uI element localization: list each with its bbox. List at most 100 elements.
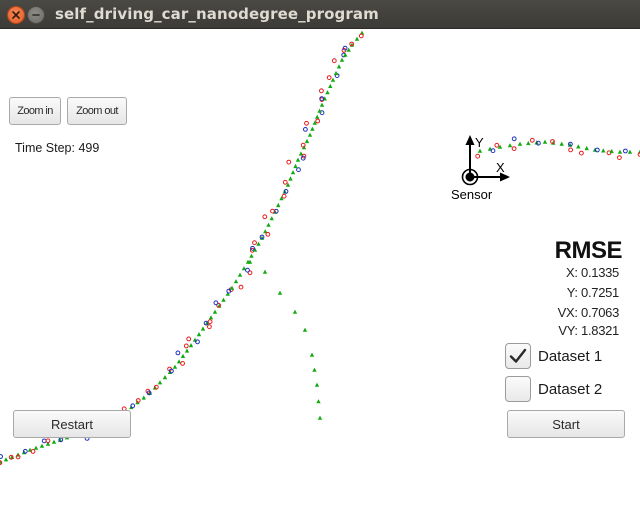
- dataset-1-label: Dataset 1: [538, 347, 603, 365]
- estimate-marker: [295, 157, 301, 162]
- time-step-readout: Time Step: 499: [15, 141, 100, 155]
- radar-measurement-marker: [146, 390, 152, 396]
- estimate-marker: [325, 90, 330, 95]
- estimate-marker: [162, 375, 168, 380]
- estimate-marker: [208, 315, 214, 320]
- sensor-ring-icon: [461, 168, 479, 186]
- estimate-marker: [576, 144, 581, 149]
- estimate-marker: [617, 149, 623, 154]
- simulation-canvas[interactable]: Y X Sensor: [0, 29, 640, 508]
- radar-measurement-marker: [226, 288, 232, 294]
- radar-measurement-marker: [203, 320, 209, 326]
- lidar-measurement-marker: [186, 336, 192, 342]
- radar-measurement-marker: [213, 300, 219, 306]
- rmse-vx-value: VX: 0.7063: [557, 305, 620, 320]
- estimate-marker: [292, 309, 298, 314]
- lidar-measurement-marker: [326, 75, 332, 80]
- estimate-marker: [333, 70, 339, 76]
- window-title: self_driving_car_nanodegree_program: [55, 5, 379, 23]
- radar-measurement-marker: [511, 136, 517, 142]
- window-titlebar: self_driving_car_nanodegree_program: [0, 0, 640, 29]
- estimate-marker: [302, 327, 308, 332]
- start-button[interactable]: Start: [507, 410, 625, 438]
- lidar-measurement-marker: [529, 137, 535, 143]
- estimate-marker: [269, 216, 274, 221]
- dataset-1-option[interactable]: Dataset 1: [505, 343, 602, 369]
- estimate-marker: [584, 145, 589, 151]
- estimate-marker: [45, 441, 51, 446]
- radar-measurement-marker: [0, 454, 3, 459]
- lidar-measurement-marker: [30, 449, 36, 454]
- dataset-2-option[interactable]: Dataset 2: [505, 376, 602, 402]
- estimate-marker: [282, 189, 287, 194]
- radar-measurement-marker: [342, 45, 348, 51]
- radar-measurement-marker: [536, 140, 541, 146]
- lidar-measurement-marker: [304, 120, 309, 126]
- estimate-marker: [293, 163, 298, 169]
- estimate-marker: [304, 138, 310, 144]
- dataset-1-checkbox[interactable]: [505, 343, 531, 369]
- lidar-measurement-marker: [349, 41, 355, 47]
- y-axis-arrow-icon: [465, 135, 475, 145]
- radar-measurement-marker: [175, 350, 181, 356]
- radar-measurement-marker: [245, 267, 250, 273]
- dataset-2-checkbox[interactable]: [505, 376, 531, 402]
- lidar-measurement-marker: [265, 231, 271, 237]
- estimate-marker: [328, 83, 333, 88]
- radar-measurement-marker: [490, 148, 496, 154]
- minimize-icon: [32, 14, 40, 16]
- lidar-measurement-marker: [319, 88, 324, 94]
- lidar-measurement-marker: [216, 302, 222, 308]
- lidar-measurement-marker: [247, 270, 253, 276]
- estimate-marker: [225, 291, 230, 296]
- estimate-marker: [172, 364, 178, 369]
- lidar-measurement-marker: [15, 454, 21, 460]
- radar-measurement-marker: [169, 368, 174, 374]
- lidar-measurement-marker: [282, 179, 288, 185]
- estimate-marker: [346, 47, 351, 52]
- lidar-measurement-marker: [494, 142, 500, 148]
- window-minimize-button[interactable]: [27, 6, 45, 24]
- estimate-marker: [249, 253, 254, 258]
- sensor-dot-icon: [465, 172, 475, 182]
- estimate-marker: [141, 395, 146, 400]
- radar-measurement-marker: [296, 167, 301, 173]
- estimate-marker: [317, 415, 323, 420]
- estimate-marker: [277, 290, 283, 295]
- estimate-marker: [317, 108, 322, 113]
- zoom-out-button[interactable]: Zoom out: [67, 97, 127, 125]
- estimate-marker: [200, 326, 206, 331]
- lidar-measurement-marker: [207, 319, 213, 325]
- radar-measurement-marker: [195, 339, 200, 345]
- radar-measurement-marker: [303, 126, 308, 132]
- lidar-measurement-marker: [579, 150, 584, 156]
- estimate-marker: [319, 102, 325, 107]
- estimate-marker: [497, 144, 503, 149]
- radar-measurement-marker: [259, 234, 265, 240]
- lidar-measurement-marker: [8, 454, 14, 460]
- estimate-marker: [212, 309, 218, 314]
- window-close-button[interactable]: [7, 6, 25, 24]
- lidar-measurement-marker: [183, 343, 189, 349]
- lidar-measurement-marker: [475, 153, 481, 159]
- radar-measurement-marker: [568, 141, 573, 147]
- estimate-marker: [609, 148, 614, 154]
- lidar-measurement-marker: [252, 240, 257, 246]
- radar-measurement-marker: [319, 96, 325, 101]
- lidar-measurement-marker: [135, 398, 141, 403]
- lidar-measurement-marker: [300, 142, 306, 148]
- estimate-marker: [152, 385, 158, 390]
- lidar-measurement-marker: [550, 139, 555, 144]
- zoom-in-button[interactable]: Zoom in: [9, 97, 61, 125]
- radar-measurement-marker: [300, 155, 306, 161]
- estimate-marker: [279, 196, 284, 201]
- restart-button[interactable]: Restart: [13, 410, 131, 438]
- radar-measurement-marker: [22, 448, 28, 454]
- estimate-marker: [316, 399, 321, 404]
- estimate-marker: [196, 332, 202, 337]
- rmse-vy-value: VY: 1.8321: [558, 323, 619, 338]
- lidar-measurement-marker: [281, 193, 287, 199]
- estimate-marker: [290, 170, 296, 175]
- lidar-measurement-marker: [207, 324, 212, 330]
- estimate-marker: [256, 241, 261, 246]
